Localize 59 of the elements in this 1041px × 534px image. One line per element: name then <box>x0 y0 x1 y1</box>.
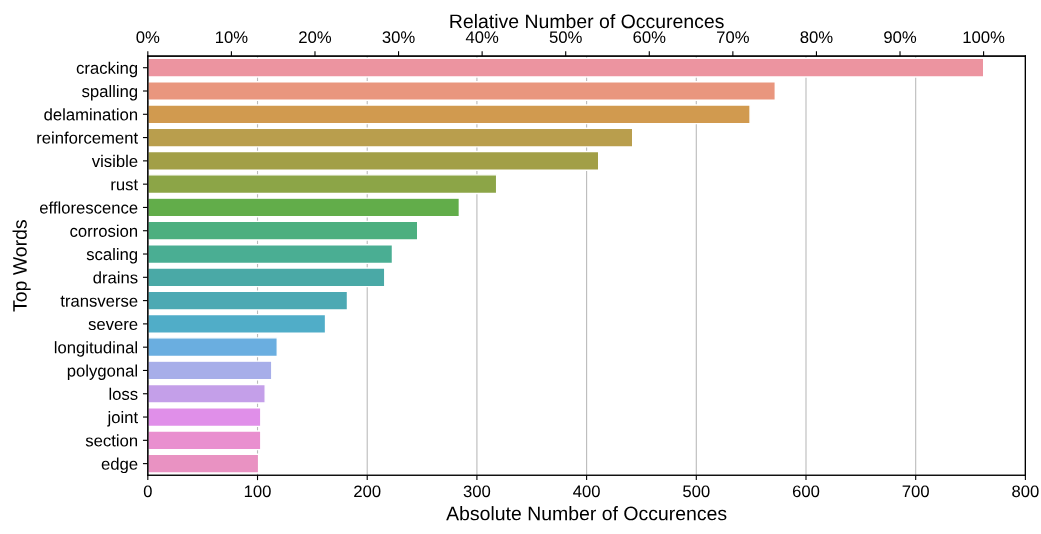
x-tick-label: 400 <box>573 485 600 498</box>
x-tick-label: 200 <box>354 485 381 498</box>
x2-tick-label: 30% <box>382 31 415 44</box>
bar <box>147 127 634 148</box>
bar <box>147 174 498 195</box>
x2-tick-label: 50% <box>549 31 582 44</box>
y-tick-label: efflorescence <box>39 201 138 214</box>
bar <box>147 150 600 171</box>
bar <box>147 313 327 334</box>
bar <box>147 430 262 451</box>
y-axis-title: Top Words <box>12 220 31 312</box>
bar <box>147 104 751 125</box>
x-axis-title: Absolute Number of Occurences <box>446 506 727 521</box>
bar <box>147 80 776 102</box>
x-tick-label: 300 <box>463 485 491 498</box>
y-tick-label: spalling <box>82 84 138 101</box>
y-tick-label: section <box>85 434 138 447</box>
x2-tick-label: 20% <box>299 31 332 44</box>
y-tick-label: scaling <box>86 247 138 264</box>
bar <box>147 197 461 218</box>
x2-tick-label: 90% <box>884 31 917 44</box>
y-tick-label: longitudinal <box>54 341 137 357</box>
y-tick-label: visible <box>91 154 138 168</box>
bar <box>147 290 349 311</box>
y-tick-label: transverse <box>60 295 138 307</box>
bar <box>147 220 419 241</box>
x-tick-label: 0 <box>143 485 152 498</box>
y-tick-label: polygonal <box>67 364 137 380</box>
y-tick-label: drains <box>93 271 138 284</box>
bar <box>147 57 985 78</box>
y-tick-label: rust <box>111 179 138 191</box>
x2-tick-label: 40% <box>465 31 499 44</box>
y-tick-label: cracking <box>76 61 138 78</box>
y-tick-label: severe <box>88 320 138 331</box>
bar <box>147 337 278 358</box>
x-tick-label: 500 <box>683 485 710 498</box>
x-tick-label: 800 <box>1012 485 1039 498</box>
bar <box>147 383 266 404</box>
x-tick-label: 600 <box>792 485 820 498</box>
x-tick-label: 100 <box>244 485 271 498</box>
x2-tick-label: 10% <box>215 31 248 44</box>
bar <box>147 244 394 265</box>
y-tick-label: delamination <box>44 108 138 121</box>
x2-tick-label: 100% <box>963 31 1005 44</box>
y-tick-label: loss <box>109 387 138 400</box>
y-tick-label: reinforcement <box>37 131 138 144</box>
bar <box>147 267 386 288</box>
y-tick-label: corrosion <box>70 224 138 237</box>
y-tick-label: joint <box>107 411 138 427</box>
x2-tick-label: 70% <box>717 31 749 44</box>
x2-tick-label: 80% <box>800 31 833 44</box>
x2-axis-title: Relative Number of Occurences <box>450 13 724 29</box>
bar <box>147 407 262 428</box>
bar <box>147 360 273 381</box>
y-tick-label: edge <box>101 457 138 474</box>
x2-tick-label: 60% <box>633 31 666 44</box>
x-tick-label: 700 <box>902 485 929 498</box>
bar <box>147 453 260 474</box>
x2-tick-label: 0% <box>136 31 160 44</box>
